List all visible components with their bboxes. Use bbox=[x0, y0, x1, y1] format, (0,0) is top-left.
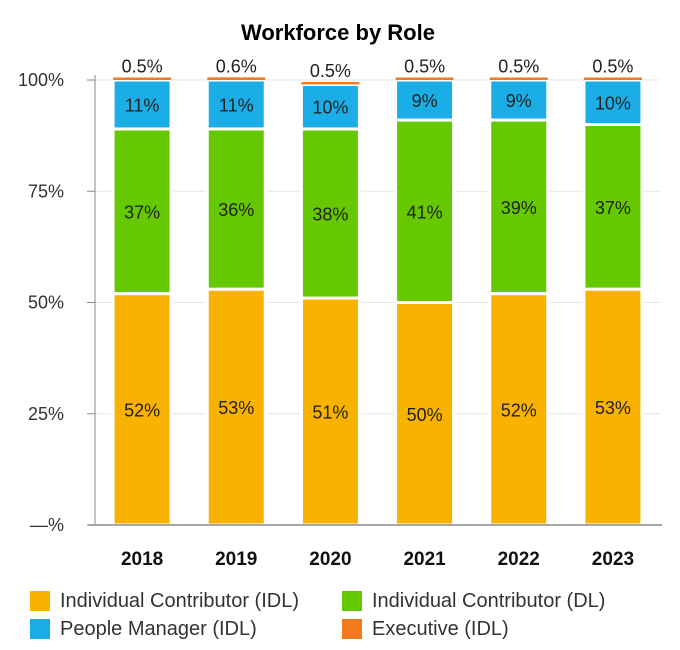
legend-item-ic-dl[interactable]: Individual Contributor (DL) bbox=[342, 588, 662, 614]
data-label-2022-1: 39% bbox=[501, 198, 537, 218]
y-tick-label-25: 25% bbox=[28, 404, 64, 424]
grid-lines bbox=[95, 79, 660, 415]
y-tick-label-75: 75% bbox=[28, 181, 64, 201]
bar-segment-2020-3 bbox=[301, 81, 360, 85]
y-tick-label-0: —% bbox=[30, 515, 64, 535]
bars: 52%37%11%0.5%53%36%11%0.6%51%38%10%0.5%5… bbox=[111, 56, 644, 527]
data-label-2020-0: 51% bbox=[312, 403, 348, 423]
data-label-2021-1: 41% bbox=[407, 202, 443, 222]
data-label-2023-0: 53% bbox=[595, 398, 631, 418]
legend-label-executive: Executive (IDL) bbox=[372, 617, 509, 640]
data-label-2020-2: 10% bbox=[312, 98, 348, 118]
chart-title: Workforce by Role bbox=[241, 20, 435, 45]
x-tick-label-2018: 2018 bbox=[121, 549, 163, 570]
bar-segment-2019-3 bbox=[207, 77, 266, 80]
bar-group-2019: 53% 36% 11% 0.6% bbox=[205, 56, 267, 527]
bar-segment-2021-3 bbox=[395, 77, 454, 80]
legend-label-ic-idl: Individual Contributor (IDL) bbox=[60, 589, 299, 612]
data-label-2020-3: 0.5% bbox=[310, 61, 351, 81]
bar-group-2018: 52% 37% 11% 0.5% bbox=[111, 57, 173, 527]
data-label-2019-0: 53% bbox=[218, 398, 254, 418]
bar-group-2020: 51% 38% 10% 0.5% bbox=[299, 61, 361, 527]
data-label-2022-0: 52% bbox=[501, 400, 537, 420]
bar-segment-2022-1 bbox=[488, 118, 550, 296]
bar-group-2022: 52% 39% 9% 0.5% bbox=[488, 57, 550, 527]
data-label-2020-1: 38% bbox=[312, 205, 348, 225]
legend-swatch-people-manager bbox=[30, 619, 50, 639]
data-label-2023-2: 10% bbox=[595, 93, 631, 113]
data-label-2023-3: 0.5% bbox=[592, 57, 633, 77]
x-tick-label-2019: 2019 bbox=[215, 549, 257, 570]
x-tick-label-2020: 2020 bbox=[309, 549, 351, 570]
y-tick-label-50: 50% bbox=[28, 293, 64, 313]
bar-segment-2018-3 bbox=[113, 77, 172, 80]
data-label-2019-1: 36% bbox=[218, 200, 254, 220]
legend-swatch-ic-dl bbox=[342, 591, 362, 611]
legend-label-people-manager: People Manager (IDL) bbox=[60, 617, 257, 640]
y-tick-label-100: 100% bbox=[18, 70, 64, 90]
data-label-2018-3: 0.5% bbox=[122, 57, 163, 77]
x-tick-label-2021: 2021 bbox=[403, 549, 446, 570]
y-axis-ticks: —% 25% 50% 75% 100% bbox=[18, 70, 95, 535]
bar-segment-2018-1 bbox=[111, 127, 173, 296]
bar-segment-2023-1 bbox=[582, 123, 644, 291]
data-label-2018-0: 52% bbox=[124, 400, 160, 420]
data-label-2018-2: 11% bbox=[125, 95, 160, 115]
legend-item-executive[interactable]: Executive (IDL) bbox=[342, 616, 662, 642]
bar-segment-2020-1 bbox=[299, 127, 361, 300]
legend-label-ic-dl: Individual Contributor (DL) bbox=[372, 589, 606, 612]
data-label-2019-3: 0.6% bbox=[216, 56, 257, 76]
data-label-2019-2: 11% bbox=[219, 95, 254, 115]
bar-segment-2019-2 bbox=[205, 78, 267, 131]
legend-swatch-ic-idl bbox=[30, 591, 50, 611]
legend-item-ic-idl[interactable]: Individual Contributor (IDL) bbox=[30, 588, 342, 614]
bar-segment-2022-3 bbox=[489, 77, 548, 80]
data-label-2022-3: 0.5% bbox=[498, 57, 539, 77]
legend-item-people-manager[interactable]: People Manager (IDL) bbox=[30, 616, 342, 642]
x-axis-ticks: 2018 2019 2020 2021 2022 2023 bbox=[121, 549, 634, 570]
data-label-2018-1: 37% bbox=[124, 202, 160, 222]
bar-group-2021: 50% 41% 9% 0.5% bbox=[394, 57, 456, 527]
x-tick-label-2022: 2022 bbox=[498, 549, 540, 570]
bar-group-2023: 53% 37% 10% 0.5% bbox=[582, 57, 644, 527]
data-label-2023-1: 37% bbox=[595, 198, 631, 218]
legend-swatch-executive bbox=[342, 619, 362, 639]
data-label-2021-3: 0.5% bbox=[404, 57, 445, 77]
x-tick-label-2023: 2023 bbox=[592, 549, 634, 570]
legend: Individual Contributor (IDL) Individual … bbox=[30, 588, 670, 642]
data-label-2022-2: 9% bbox=[506, 91, 532, 111]
data-label-2021-0: 50% bbox=[407, 405, 443, 425]
data-label-2021-2: 9% bbox=[412, 91, 438, 111]
bar-segment-2023-3 bbox=[583, 77, 642, 80]
bar-segment-2022-2 bbox=[488, 78, 550, 122]
stacked-bar-chart: Workforce by Role —% 25% 50% 75% 100% 52% 37%… bbox=[18, 20, 662, 570]
